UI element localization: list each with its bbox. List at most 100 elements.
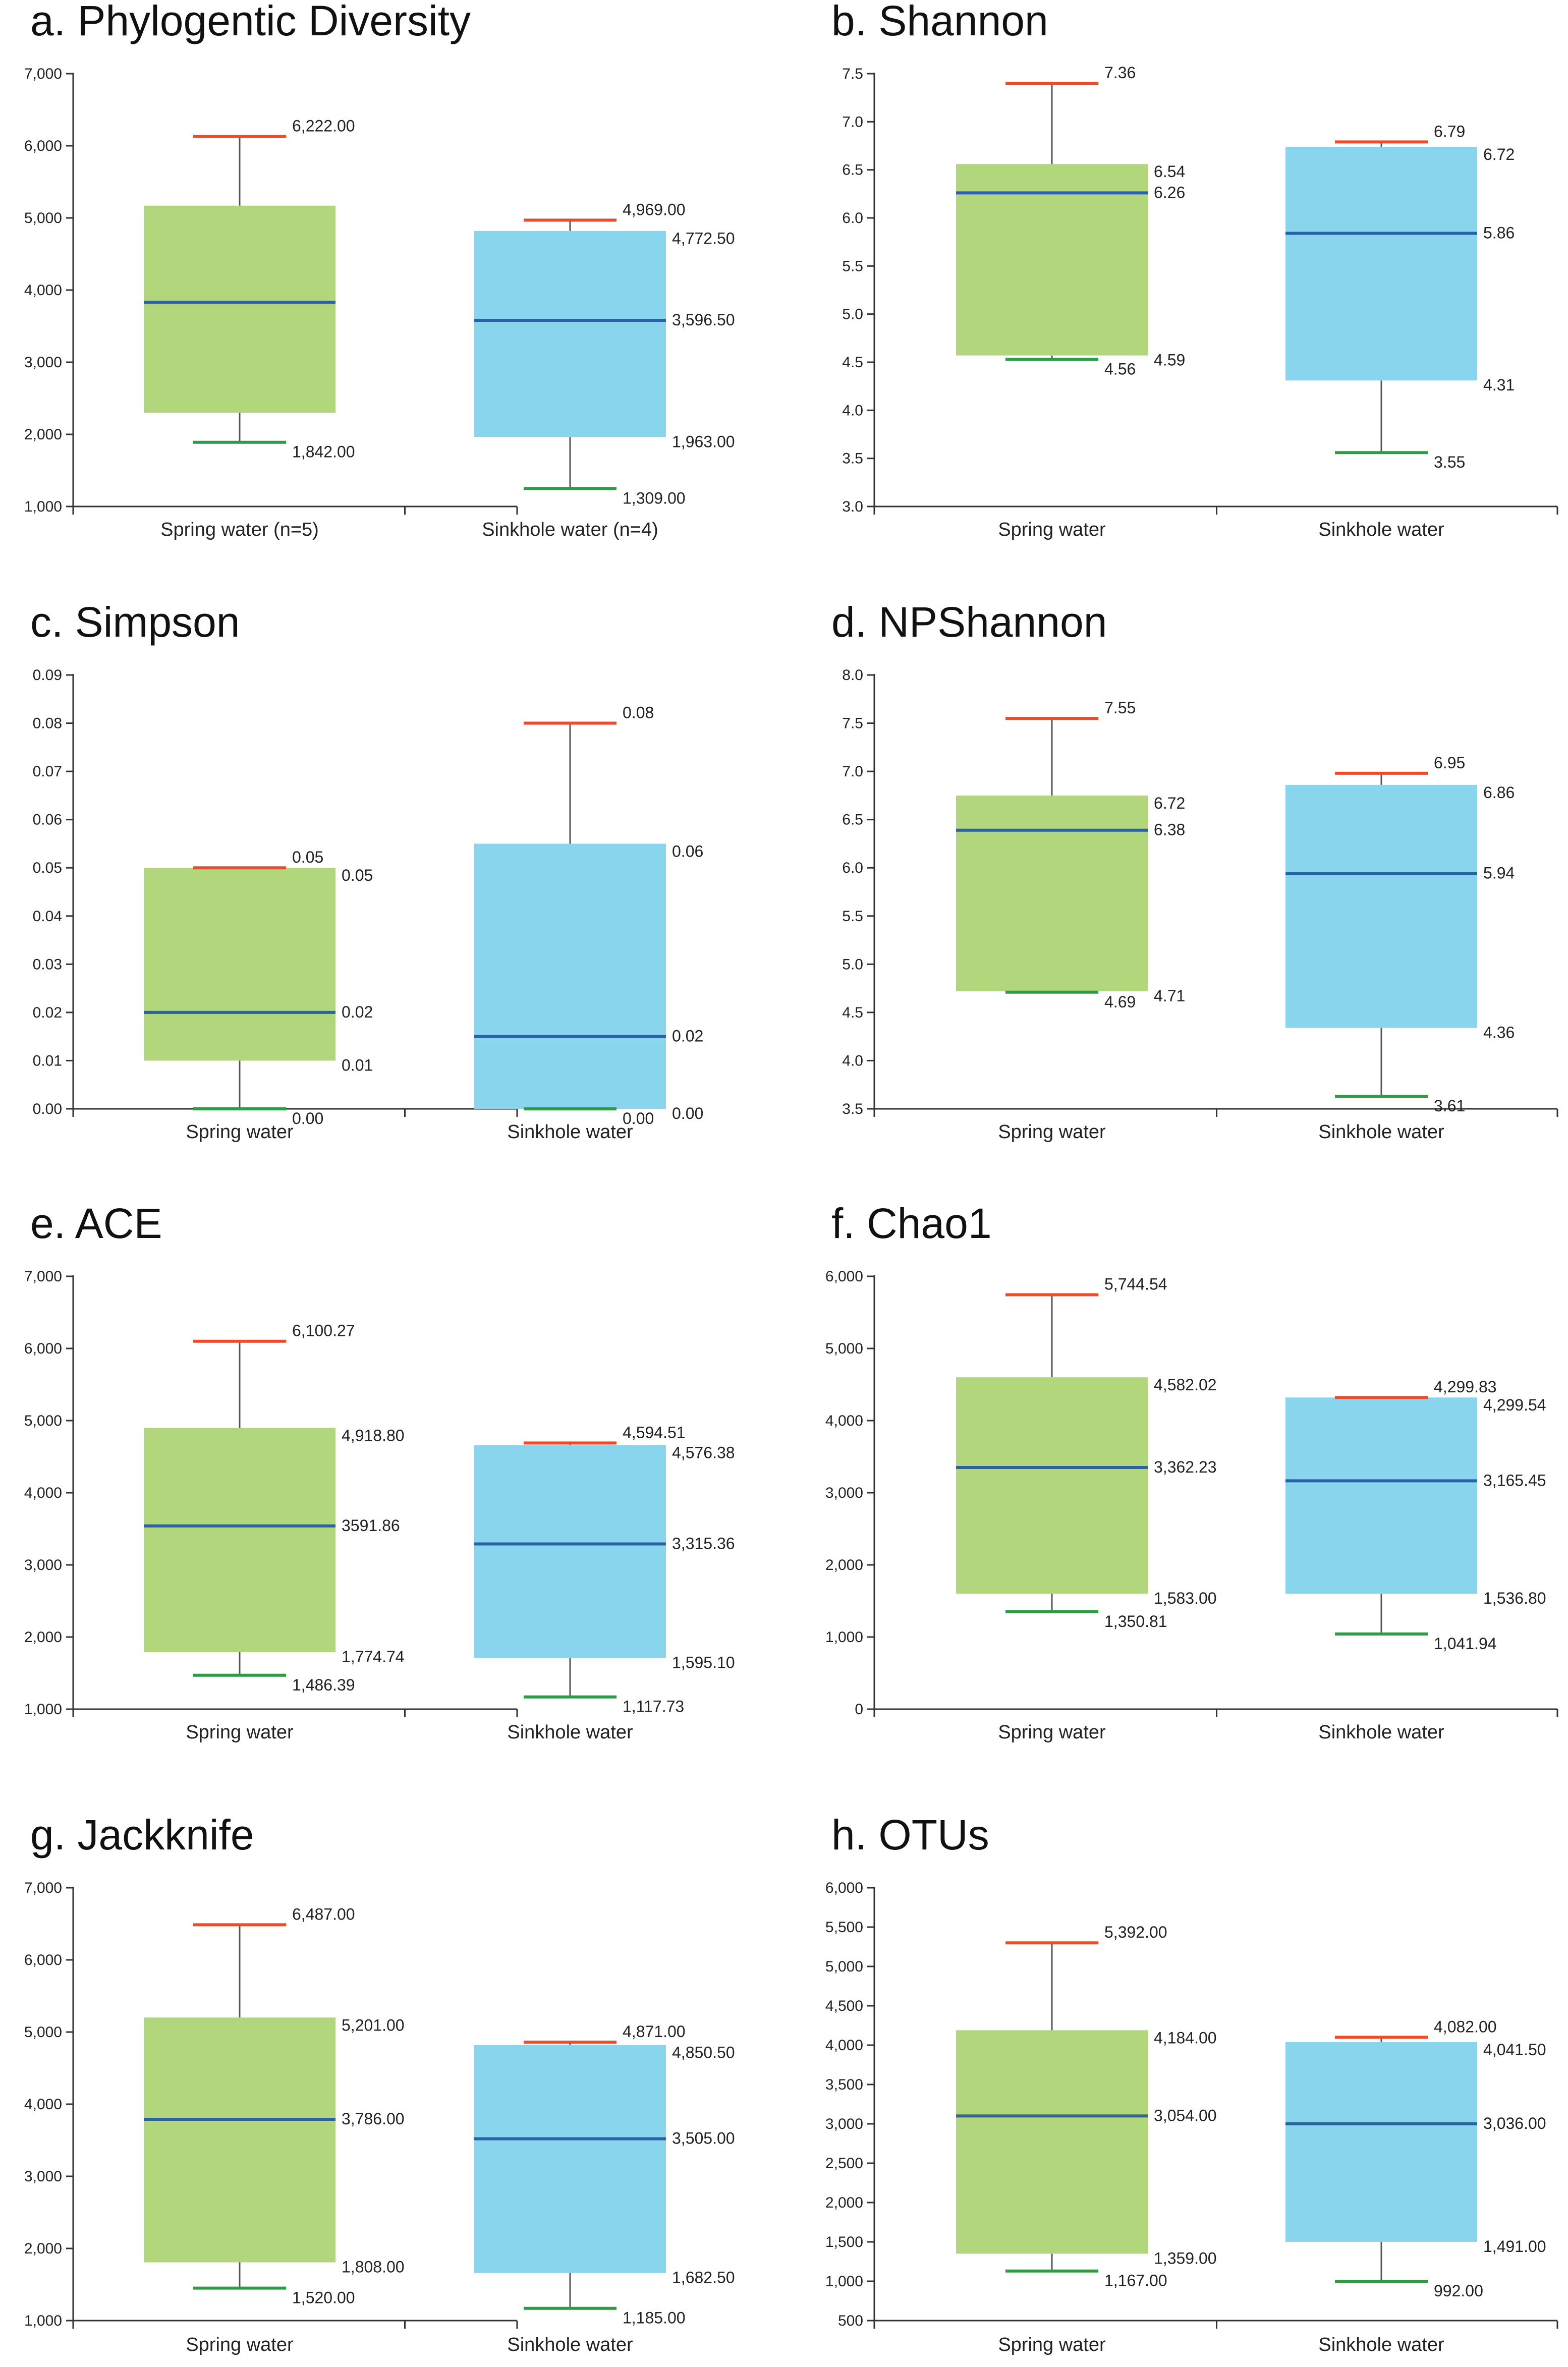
median-value-label: 3,596.50 [672,311,735,329]
min-value-label: 1,350.81 [1104,1612,1167,1630]
median-value-label: 5.86 [1483,224,1515,242]
iqr-box [474,843,666,1109]
y-tick-label: 5.5 [842,258,863,274]
min-value-label: 992.00 [1434,2282,1483,2300]
y-tick-label: 5,000 [24,2024,62,2041]
y-tick-label: 7.0 [842,114,863,130]
box-sinkhole-water: 0.08 0.06 0.02 0.00 0.00 [474,704,703,1128]
max-value-label: 0.08 [623,704,654,722]
min-value-label: 3.61 [1434,1097,1465,1115]
median-value-label: 3,786.00 [342,2110,405,2128]
iqr-box [956,164,1148,356]
q1-value-label: 0.01 [342,1056,373,1074]
y-tick-label: 5.0 [842,306,863,323]
y-tick-label: 2,000 [825,1557,863,1573]
box-spring-water: 5,392.00 4,184.00 3,054.00 1,359.00 1,167.00 [956,1923,1217,2290]
panel-title: e. ACE [30,1200,162,1247]
max-value-label: 5,744.54 [1104,1275,1167,1293]
y-tick-label: 0.07 [33,763,62,780]
median-value-label: 6.38 [1154,821,1185,839]
iqr-box [474,1445,666,1658]
max-value-label: 6.95 [1434,754,1465,772]
median-value-label: 0.02 [672,1027,703,1045]
max-value-label: 4,871.00 [623,2022,686,2041]
y-tick-label: 4,000 [24,282,62,299]
category-label: Spring water [186,1121,294,1143]
y-tick-label: 1,500 [825,2234,863,2250]
q1-value-label: 4.71 [1154,987,1185,1005]
y-tick-label: 0 [855,1701,863,1718]
max-value-label: 7.55 [1104,699,1136,717]
y-tick-label: 3,000 [24,2168,62,2185]
iqr-box [144,868,335,1061]
category-label: Sinkhole water [1318,519,1444,540]
median-value-label: 3,036.00 [1483,2114,1546,2132]
q1-value-label: 1,583.00 [1154,1589,1217,1607]
iqr-box [144,205,335,413]
median-value-label: 3,054.00 [1154,2106,1217,2124]
box-sinkhole-water: 4,969.00 4,772.50 3,596.50 1,963.00 1,309.00 [474,200,735,507]
y-tick-label: 5,000 [24,210,62,227]
y-tick-label: 5,000 [825,1340,863,1357]
min-value-label: 1,520.00 [292,2289,355,2307]
iqr-box [474,231,666,437]
y-tick-label: 2,500 [825,2155,863,2172]
y-tick-label: 1,000 [24,498,62,515]
q3-value-label: 4,041.50 [1483,2041,1546,2059]
y-tick-label: 2,000 [825,2194,863,2211]
q1-value-label: 1,536.80 [1483,1589,1546,1607]
y-tick-label: 6,000 [24,138,62,154]
y-tick-label: 4.0 [842,402,863,419]
q3-value-label: 4,184.00 [1154,2028,1217,2047]
min-value-label: 4.56 [1104,360,1136,378]
min-value-label: 1,309.00 [623,489,686,507]
max-value-label: 4,082.00 [1434,2017,1497,2036]
box-spring-water: 0.05 0.05 0.02 0.01 0.00 [144,848,373,1128]
box-spring-water: 7.55 6.72 6.38 4.71 4.69 [956,699,1185,1011]
q1-value-label: 1,491.00 [1483,2237,1546,2256]
q3-value-label: 6.54 [1154,162,1185,181]
box-spring-water: 6,100.27 4,918.80 3591.86 1,774.74 1,486.39 [144,1322,405,1694]
q3-value-label: 6.72 [1483,145,1515,163]
panel-title: h. OTUs [831,1811,989,1858]
q3-value-label: 4,850.50 [672,2044,735,2062]
iqr-box [956,795,1148,991]
y-tick-label: 3,000 [24,1557,62,1573]
y-tick-label: 6,000 [24,1952,62,1968]
iqr-box [144,1428,335,1653]
category-label: Spring water [186,1722,294,1743]
panel-title: d. NPShannon [831,598,1107,646]
q3-value-label: 5,201.00 [342,2016,405,2034]
y-tick-label: 0.05 [33,860,62,876]
category-label: Sinkhole water [1318,2334,1444,2355]
q3-value-label: 6.86 [1483,783,1515,802]
y-tick-label: 4.0 [842,1052,863,1069]
y-tick-label: 8.0 [842,667,863,684]
y-tick-label: 3,500 [825,2076,863,2093]
y-tick-label: 0.04 [33,908,62,925]
panel-title: f. Chao1 [831,1200,992,1247]
y-tick-label: 2,000 [24,426,62,443]
max-value-label: 6,487.00 [292,1905,355,1923]
q1-value-label: 4.36 [1483,1023,1515,1041]
q1-value-label: 4.31 [1483,376,1515,394]
max-value-label: 7.36 [1104,64,1136,82]
category-label: Sinkhole water [507,1722,633,1743]
iqr-box [956,1377,1148,1594]
max-value-label: 0.05 [292,848,323,866]
box-spring-water: 6,487.00 5,201.00 3,786.00 1,808.00 1,520.00 [144,1905,405,2307]
y-tick-label: 0.00 [33,1101,62,1117]
max-value-label: 6.79 [1434,122,1465,140]
max-value-label: 4,969.00 [623,200,686,218]
q3-value-label: 4,299.54 [1483,1396,1546,1414]
median-value-label: 3,165.45 [1483,1471,1546,1489]
y-tick-label: 4,000 [24,1485,62,1501]
y-tick-label: 6,000 [825,1268,863,1285]
median-value-label: 0.02 [342,1003,373,1021]
category-label: Spring water (n=5) [160,519,319,540]
q3-value-label: 0.06 [672,842,703,860]
min-value-label: 1,167.00 [1104,2272,1167,2290]
panel-g: g. Jackknife 1,000 2,000 3,000 4,000 5,000 6,0… [24,1811,735,2355]
y-tick-label: 3.0 [842,498,863,515]
